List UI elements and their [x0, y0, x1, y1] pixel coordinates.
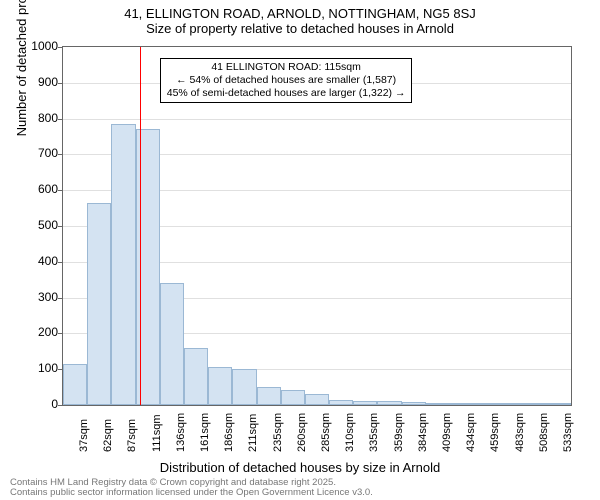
ytick-label: 100 — [18, 361, 58, 375]
bar — [523, 403, 547, 405]
xtick-label: 335sqm — [368, 413, 380, 452]
bar — [87, 203, 111, 405]
ytick-mark — [58, 154, 63, 155]
xtick-label: 260sqm — [296, 413, 308, 452]
bar — [281, 390, 305, 405]
plot-area: 41 ELLINGTON ROAD: 115sqm ← 54% of detac… — [62, 46, 572, 406]
title-block: 41, ELLINGTON ROAD, ARNOLD, NOTTINGHAM, … — [0, 0, 600, 36]
xtick-label: 62sqm — [102, 419, 114, 452]
bar — [63, 364, 87, 405]
xtick-label: 533sqm — [562, 413, 574, 452]
bar — [402, 402, 426, 405]
xtick-label: 87sqm — [126, 419, 138, 452]
bar — [498, 403, 522, 405]
xtick-label: 161sqm — [199, 413, 211, 452]
bar — [353, 401, 377, 405]
ytick-mark — [58, 119, 63, 120]
bar — [160, 283, 184, 405]
ytick-label: 1000 — [18, 39, 58, 53]
xtick-label: 136sqm — [175, 413, 187, 452]
bar — [111, 124, 135, 405]
xtick-label: 409sqm — [441, 413, 453, 452]
ytick-label: 700 — [18, 146, 58, 160]
bar — [305, 394, 329, 405]
bar — [208, 367, 232, 405]
annotation-line3: 45% of semi-detached houses are larger (… — [167, 87, 406, 100]
footer: Contains HM Land Registry data © Crown c… — [10, 478, 373, 499]
ytick-mark — [58, 298, 63, 299]
ytick-mark — [58, 405, 63, 406]
bar — [257, 387, 281, 405]
ytick-label: 300 — [18, 290, 58, 304]
chart-title-main: 41, ELLINGTON ROAD, ARNOLD, NOTTINGHAM, … — [0, 6, 600, 21]
ytick-label: 800 — [18, 111, 58, 125]
xtick-label: 285sqm — [320, 413, 332, 452]
footer-line2: Contains public sector information licen… — [10, 488, 373, 498]
chart-container: 41, ELLINGTON ROAD, ARNOLD, NOTTINGHAM, … — [0, 0, 600, 500]
bar — [547, 403, 571, 405]
annotation-line2: ← 54% of detached houses are smaller (1,… — [167, 74, 406, 87]
ytick-mark — [58, 333, 63, 334]
ytick-label: 400 — [18, 254, 58, 268]
ytick-mark — [58, 47, 63, 48]
bar — [184, 348, 208, 405]
xtick-label: 235sqm — [272, 413, 284, 452]
ytick-label: 600 — [18, 182, 58, 196]
annotation-line1: 41 ELLINGTON ROAD: 115sqm — [167, 61, 406, 74]
xtick-label: 186sqm — [223, 413, 235, 452]
xtick-label: 37sqm — [78, 419, 90, 452]
xtick-label: 459sqm — [489, 413, 501, 452]
ytick-label: 0 — [18, 397, 58, 411]
bar — [377, 401, 401, 405]
xtick-label: 211sqm — [247, 414, 259, 452]
annotation-box: 41 ELLINGTON ROAD: 115sqm ← 54% of detac… — [160, 58, 413, 103]
bar — [232, 369, 256, 405]
xtick-label: 111sqm — [151, 414, 163, 452]
bar — [450, 403, 474, 405]
bar — [426, 403, 450, 405]
ytick-label: 200 — [18, 325, 58, 339]
bar — [474, 403, 498, 405]
ytick-mark — [58, 83, 63, 84]
x-axis-label: Distribution of detached houses by size … — [0, 460, 600, 475]
ytick-label: 900 — [18, 75, 58, 89]
ytick-mark — [58, 190, 63, 191]
reference-line — [140, 47, 141, 405]
xtick-label: 359sqm — [393, 413, 405, 452]
ytick-mark — [58, 226, 63, 227]
xtick-label: 384sqm — [417, 413, 429, 452]
ytick-mark — [58, 262, 63, 263]
xtick-label: 434sqm — [465, 413, 477, 452]
xtick-label: 508sqm — [538, 413, 550, 452]
ytick-label: 500 — [18, 218, 58, 232]
chart-title-sub: Size of property relative to detached ho… — [0, 21, 600, 36]
xtick-label: 310sqm — [344, 413, 356, 452]
xtick-label: 483sqm — [514, 413, 526, 452]
bar — [329, 400, 353, 405]
